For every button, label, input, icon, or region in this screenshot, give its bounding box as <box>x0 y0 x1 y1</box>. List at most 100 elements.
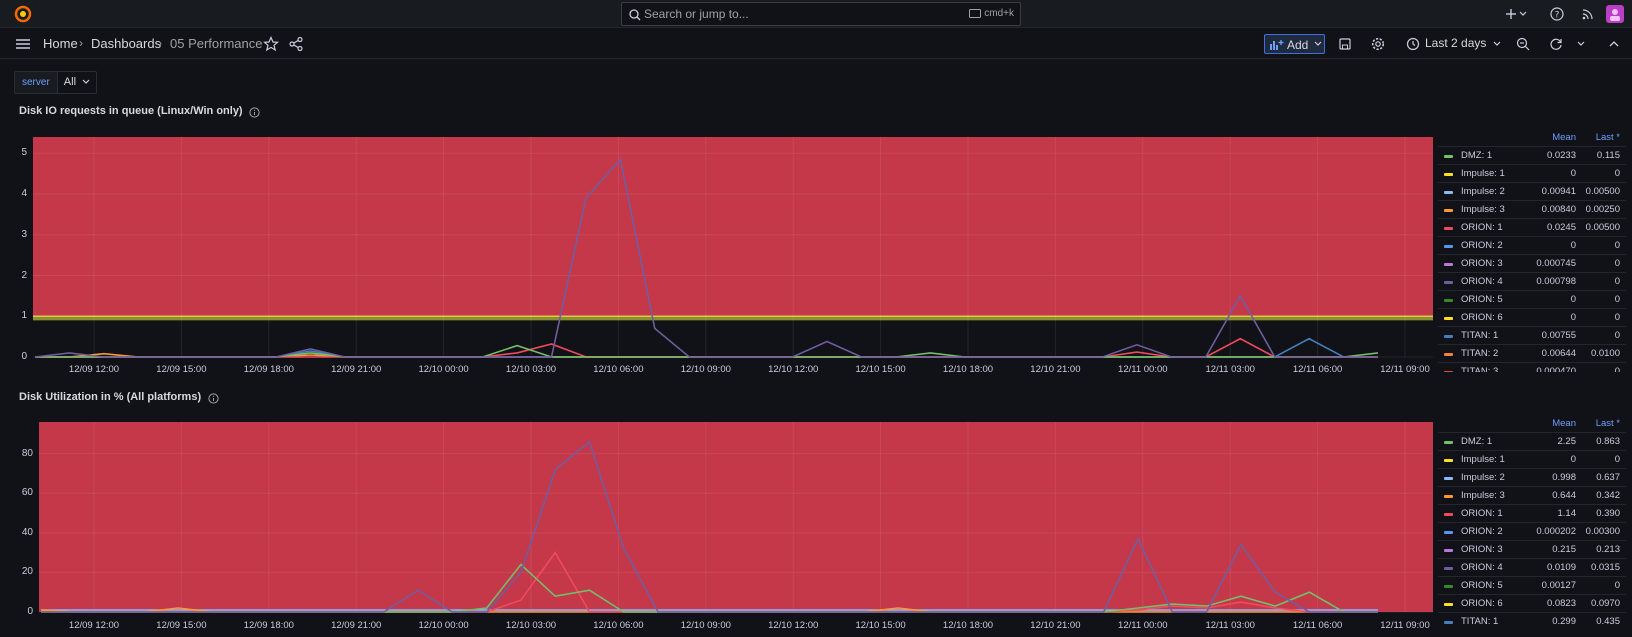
legend-row[interactable]: ORION: 3 0.000745 0 <box>1438 254 1626 272</box>
legend-row[interactable]: ORION: 4 0.000798 0 <box>1438 272 1626 290</box>
legend-row[interactable]: Impulse: 3 0.644 0.342 <box>1438 486 1626 504</box>
threshold-red-band <box>33 137 1433 317</box>
legend-row[interactable]: ORION: 3 0.215 0.213 <box>1438 540 1626 558</box>
time-range-picker[interactable]: Last 2 days <box>1425 36 1487 50</box>
legend-series-name: Impulse: 1 <box>1461 454 1505 465</box>
chevron-down-icon[interactable] <box>1518 6 1528 22</box>
legend-mean-header[interactable]: Mean <box>1552 132 1576 143</box>
help-icon[interactable]: ? <box>1549 6 1565 22</box>
legend-row[interactable]: Impulse: 3 0.00840 0.00250 <box>1438 200 1626 218</box>
zoom-out-icon[interactable] <box>1515 36 1531 52</box>
x-tick-label: 12/09 21:00 <box>331 620 382 631</box>
legend-last-value: 0.00500 <box>1585 186 1620 197</box>
legend-row[interactable]: ORION: 4 0.0109 0.0315 <box>1438 558 1626 576</box>
breadcrumb-current: 05 Performance <box>170 36 263 51</box>
legend-row[interactable]: Impulse: 1 0 0 <box>1438 164 1626 182</box>
legend-mean-value: 1.14 <box>1557 508 1577 519</box>
legend-last-value: 0 <box>1614 580 1620 591</box>
legend-mean-value: 0.0109 <box>1546 562 1576 573</box>
x-tick-label: 12/10 06:00 <box>593 620 644 631</box>
legend-mean-value: 0.00644 <box>1541 348 1576 359</box>
add-button[interactable]: Add <box>1264 34 1325 54</box>
menu-icon[interactable] <box>15 36 31 52</box>
legend-row[interactable]: ORION: 6 0.0823 0.0970 <box>1438 594 1626 612</box>
legend-last-value: 0.115 <box>1596 150 1620 161</box>
legend-mean-value: 0.299 <box>1552 616 1576 627</box>
legend-mean-value: 0.00127 <box>1541 580 1576 591</box>
svg-text:?: ? <box>1555 11 1560 21</box>
legend-row[interactable]: ORION: 6 0 0 <box>1438 308 1626 326</box>
legend-mean-value: 0.00941 <box>1541 186 1576 197</box>
legend-row[interactable]: ORION: 5 0 0 <box>1438 290 1626 308</box>
series-line <box>35 344 1379 358</box>
info-icon[interactable] <box>208 393 219 404</box>
add-panel-icon <box>1270 40 1284 50</box>
legend-row[interactable]: ORION: 2 0 0 <box>1438 236 1626 254</box>
legend-row[interactable]: ORION: 2 0.000202 0.00300 <box>1438 522 1626 540</box>
chevron-down-icon[interactable] <box>1576 36 1586 52</box>
legend-series-name: TITAN: 2 <box>1461 348 1499 359</box>
search-placeholder: Search or jump to... <box>644 7 749 21</box>
x-tick-label: 12/10 15:00 <box>855 620 906 631</box>
legend-row[interactable]: Impulse: 2 0.998 0.637 <box>1438 468 1626 486</box>
x-tick-label: 12/10 21:00 <box>1030 620 1081 631</box>
legend-row[interactable]: DMZ: 1 2.25 0.863 <box>1438 432 1626 450</box>
x-tick-label: 12/10 18:00 <box>942 620 994 631</box>
chevron-up-icon[interactable] <box>1608 36 1620 52</box>
legend-last-header[interactable]: Last * <box>1595 418 1620 429</box>
variable-select[interactable]: All <box>57 71 98 94</box>
legend-mean-value: 0.644 <box>1552 490 1576 501</box>
y-tick-label: 2 <box>21 269 27 281</box>
panel-title[interactable]: Disk IO requests in queue (Linux/Win onl… <box>19 105 243 117</box>
legend-row[interactable]: ORION: 1 1.14 0.390 <box>1438 504 1626 522</box>
legend-mean-header[interactable]: Mean <box>1552 418 1576 429</box>
panel-title[interactable]: Disk Utilization in % (All platforms) <box>19 391 202 403</box>
legend-series-name: ORION: 2 <box>1461 240 1503 251</box>
legend-row[interactable]: DMZ: 1 0.0233 0.115 <box>1438 146 1626 164</box>
user-avatar-icon[interactable] <box>1606 5 1624 23</box>
legend-row[interactable]: Impulse: 2 0.00941 0.00500 <box>1438 182 1626 200</box>
share-icon[interactable] <box>288 36 304 52</box>
legend-row[interactable]: TITAN: 3 0.000470 0 <box>1438 362 1626 372</box>
legend-row[interactable]: TITAN: 1 0.00755 0 <box>1438 326 1626 344</box>
legend-last-header[interactable]: Last * <box>1595 132 1620 143</box>
legend-swatch <box>1444 155 1453 158</box>
legend-row[interactable]: ORION: 1 0.0245 0.00500 <box>1438 218 1626 236</box>
settings-gear-icon[interactable] <box>1370 36 1386 52</box>
x-tick-label: 12/10 00:00 <box>418 364 469 375</box>
legend-last-value: 0.00500 <box>1585 222 1620 233</box>
series-line <box>34 157 1378 358</box>
clock-icon[interactable] <box>1405 36 1421 52</box>
breadcrumb-dashboards[interactable]: Dashboards <box>91 36 162 51</box>
refresh-icon[interactable] <box>1548 36 1564 52</box>
legend-mean-value: 0.00755 <box>1541 330 1576 341</box>
legend-last-value: 0 <box>1614 168 1620 179</box>
legend-series-name: ORION: 5 <box>1461 294 1503 305</box>
star-icon[interactable] <box>263 36 279 52</box>
series-line <box>41 563 1378 613</box>
info-icon[interactable] <box>249 107 260 118</box>
breadcrumb-home[interactable]: Home <box>43 36 78 51</box>
x-tick-label: 12/11 03:00 <box>1205 620 1255 631</box>
legend-swatch <box>1444 567 1453 570</box>
save-icon[interactable] <box>1337 36 1353 52</box>
plus-menu-icon[interactable] <box>1503 6 1519 22</box>
legend-swatch <box>1444 173 1453 176</box>
legend-series-name: ORION: 3 <box>1461 544 1503 555</box>
legend-series-name: TITAN: 3 <box>1461 366 1499 372</box>
rss-news-icon[interactable] <box>1580 6 1596 22</box>
legend-last-value: 0.342 <box>1596 490 1620 501</box>
grafana-logo-icon[interactable] <box>14 5 32 23</box>
dashboard-nav-bar: Home › Dashboards › 05 Performance Add L… <box>0 29 1632 59</box>
legend-swatch <box>1444 353 1453 356</box>
legend-row[interactable]: ORION: 5 0.00127 0 <box>1438 576 1626 594</box>
chevron-down-icon[interactable] <box>1492 36 1502 52</box>
legend-row[interactable]: TITAN: 2 0.00644 0.0100 <box>1438 344 1626 362</box>
legend-row[interactable]: Impulse: 1 0 0 <box>1438 450 1626 468</box>
search-input[interactable]: Search or jump to... cmd+k <box>621 2 1021 26</box>
legend-last-value: 0.00250 <box>1585 204 1620 215</box>
legend-row[interactable]: TITAN: 1 0.299 0.435 <box>1438 612 1626 630</box>
